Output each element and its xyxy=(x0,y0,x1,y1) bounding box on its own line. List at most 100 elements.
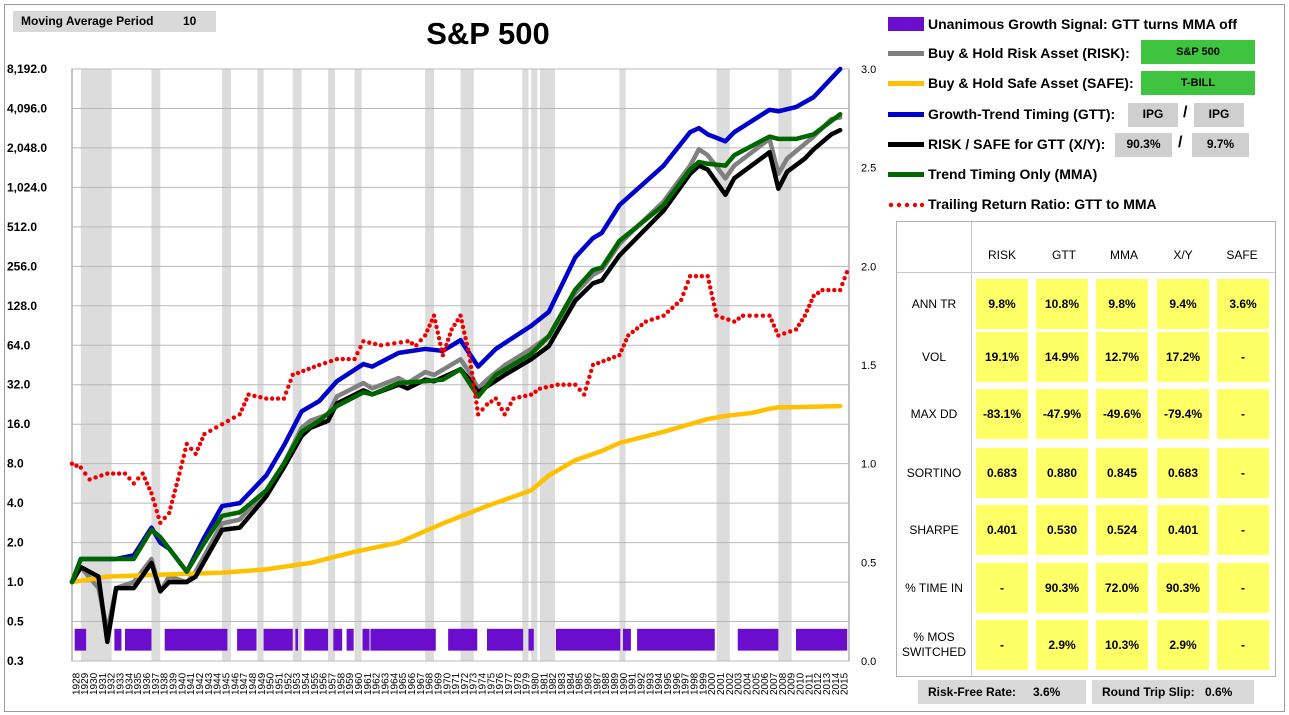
ratio-point xyxy=(747,313,752,318)
ratio-point xyxy=(468,358,473,364)
x-tick-label: 1960 xyxy=(354,672,365,695)
x-tick-label: 1990 xyxy=(619,672,630,695)
ratio-point xyxy=(174,482,179,488)
x-tick-label: 1999 xyxy=(698,672,709,695)
cell-sortino-risk: 0.683 xyxy=(976,448,1028,498)
rf-value[interactable]: 3.6% xyxy=(1033,685,1061,699)
risk-asset-select[interactable]: S&P 500 xyxy=(1141,40,1255,64)
ratio-point xyxy=(458,313,463,318)
ratio-point xyxy=(588,368,594,374)
x-tick-label: 1975 xyxy=(486,672,497,695)
ratio-point xyxy=(156,514,161,520)
signal-bar xyxy=(528,628,534,651)
cell-time-in-safe: - xyxy=(1217,563,1269,613)
ratio-point xyxy=(367,340,372,345)
signal-bar xyxy=(555,628,621,651)
ratio-point xyxy=(122,471,128,476)
ratio-point xyxy=(225,418,231,424)
moving-average-period-box[interactable]: Moving Average Period 10 xyxy=(13,11,216,32)
ratio-point xyxy=(422,333,428,338)
chart-plot: 8,192.0 4,096.0 2,048.0 1,024.0 512.0 256.0 12… xyxy=(7,62,876,695)
ratio-point xyxy=(681,291,686,297)
cell-mos-switched-mma: 10.3% xyxy=(1096,620,1148,670)
ratio-point xyxy=(713,307,718,313)
ratio-point xyxy=(473,394,478,399)
slip-value[interactable]: 0.6% xyxy=(1205,685,1233,699)
xy-safe-weight[interactable]: 9.7% xyxy=(1192,133,1249,157)
ratio-point xyxy=(699,274,705,279)
ratio-point xyxy=(252,393,257,399)
ratio-point xyxy=(188,446,194,452)
x-tick-label: 1991 xyxy=(628,672,639,695)
ratio-point xyxy=(585,380,590,385)
left-tick-label: 64.0 xyxy=(7,338,31,352)
ratio-point xyxy=(83,471,88,476)
ratio-point xyxy=(197,441,203,447)
ratio-point xyxy=(601,358,606,364)
cell-ann-tr-gtt: 10.8% xyxy=(1036,279,1088,329)
ratio-point xyxy=(804,308,810,313)
x-tick-label: 1949 xyxy=(257,672,268,695)
cell-sortino-gtt: 0.880 xyxy=(1036,448,1088,498)
gtt-model-a-select[interactable]: IPG xyxy=(1128,103,1178,127)
ratio-point xyxy=(398,340,404,345)
left-tick-label: 0.3 xyxy=(7,654,24,668)
recession-band xyxy=(80,69,112,661)
x-tick-label: 1979 xyxy=(522,672,533,695)
right-tick-label: 0.5 xyxy=(861,557,876,569)
x-tick-label: 1932 xyxy=(107,672,118,695)
cell-time-in-mma: 72.0% xyxy=(1096,563,1148,613)
cell-max-dd-mma: -49.6% xyxy=(1096,389,1148,439)
ratio-point xyxy=(480,407,485,412)
cell-sharpe-safe: - xyxy=(1217,505,1269,555)
ratio-point xyxy=(87,477,92,482)
ratio-point xyxy=(290,372,295,378)
x-tick-label: 1942 xyxy=(195,672,206,695)
x-tick-label: 1994 xyxy=(654,672,665,695)
recession-band xyxy=(222,69,231,661)
cell-time-in-xy: 90.3% xyxy=(1157,563,1209,613)
cell-sortino-safe: - xyxy=(1217,448,1269,498)
x-tick-label: 2012 xyxy=(813,672,824,695)
xy-risk-weight[interactable]: 90.3% xyxy=(1115,133,1172,157)
ratio-point xyxy=(820,287,825,293)
gtt-model-b-select[interactable]: IPG xyxy=(1194,103,1244,127)
signal-bar xyxy=(237,628,257,651)
xy-slash: / xyxy=(1178,134,1183,151)
ratio-point xyxy=(807,303,812,308)
ratio-point xyxy=(472,388,477,393)
col-header-gtt: GTT xyxy=(1052,248,1076,262)
ratio-point xyxy=(583,386,589,391)
period-value[interactable]: 10 xyxy=(183,14,197,28)
cell-max-dd-risk: -83.1% xyxy=(976,389,1028,439)
ratio-point xyxy=(405,339,410,344)
x-tick-label: 2015 xyxy=(840,672,851,695)
ratio-point xyxy=(436,336,442,341)
x-tick-label: 1950 xyxy=(266,672,277,695)
legend-signal: Unanimous Growth Signal: GTT turns MMA o… xyxy=(888,12,1278,36)
ratio-point xyxy=(474,400,479,405)
ratio-point xyxy=(793,327,799,332)
ratio-point xyxy=(93,475,98,480)
ratio-point xyxy=(710,296,715,301)
recession-band xyxy=(292,69,302,661)
ratio-point xyxy=(587,374,592,380)
recession-band xyxy=(425,69,435,661)
ratio-point xyxy=(711,302,717,307)
period-label: Moving Average Period xyxy=(21,14,154,28)
cell-sharpe-risk: 0.401 xyxy=(976,505,1028,555)
cell-vol-risk: 19.1% xyxy=(976,332,1028,382)
ratio-point xyxy=(787,329,793,334)
risk-free-rate-box[interactable]: Risk-Free Rate: 3.6% xyxy=(918,680,1086,704)
round-trip-slip-box[interactable]: Round Trip Slip: 0.6% xyxy=(1092,680,1254,704)
ratio-point xyxy=(166,510,172,516)
x-tick-label: 1965 xyxy=(398,672,409,695)
x-tick-label: 1996 xyxy=(672,672,683,695)
ratio-point xyxy=(693,274,699,279)
ratio-point xyxy=(175,477,181,482)
safe-asset-select[interactable]: T-BILL xyxy=(1141,71,1255,95)
ratio-point xyxy=(140,471,145,476)
ratio-point xyxy=(826,287,831,293)
ratio-point xyxy=(708,285,713,290)
mma-swatch xyxy=(888,172,924,177)
